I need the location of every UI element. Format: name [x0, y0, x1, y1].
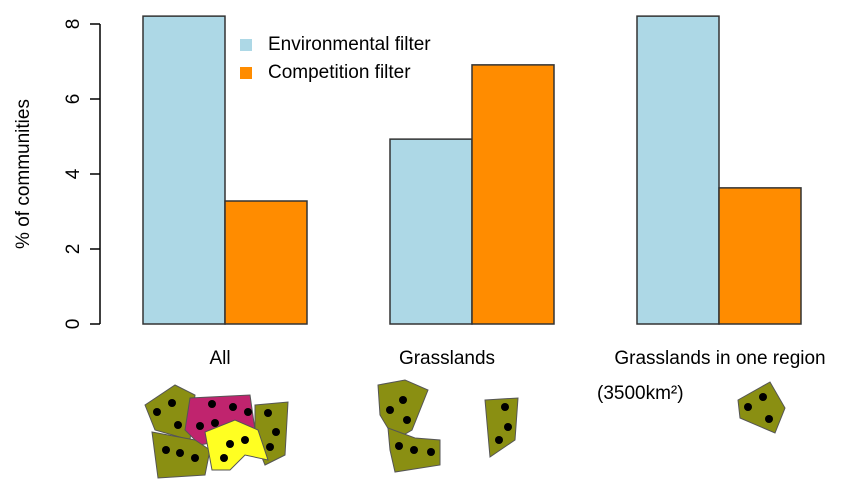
annotation: (3500km²) — [597, 383, 684, 404]
bar — [636, 15, 720, 325]
legend-label: Competition filter — [268, 62, 411, 83]
legend-label: Environmental filter — [268, 34, 431, 55]
bar — [224, 200, 308, 325]
x-tick-label: All — [209, 348, 230, 369]
x-tick-label: Grasslands — [399, 348, 495, 369]
y-tick-label: 4 — [63, 168, 84, 179]
legend-swatch — [240, 39, 252, 51]
y-tick-label: 6 — [63, 94, 84, 105]
y-tick-label: 0 — [63, 319, 84, 330]
legend-swatch — [240, 67, 252, 79]
bar — [389, 138, 473, 325]
x-tick-label: Grasslands in one region — [614, 348, 825, 369]
y-tick-label: 2 — [63, 244, 84, 255]
bar — [471, 64, 555, 325]
y-tick-label: 8 — [63, 19, 84, 30]
bar — [142, 15, 226, 325]
bar — [718, 187, 802, 325]
map-icons — [144, 379, 786, 479]
y-axis-label: % of communities — [13, 99, 34, 249]
